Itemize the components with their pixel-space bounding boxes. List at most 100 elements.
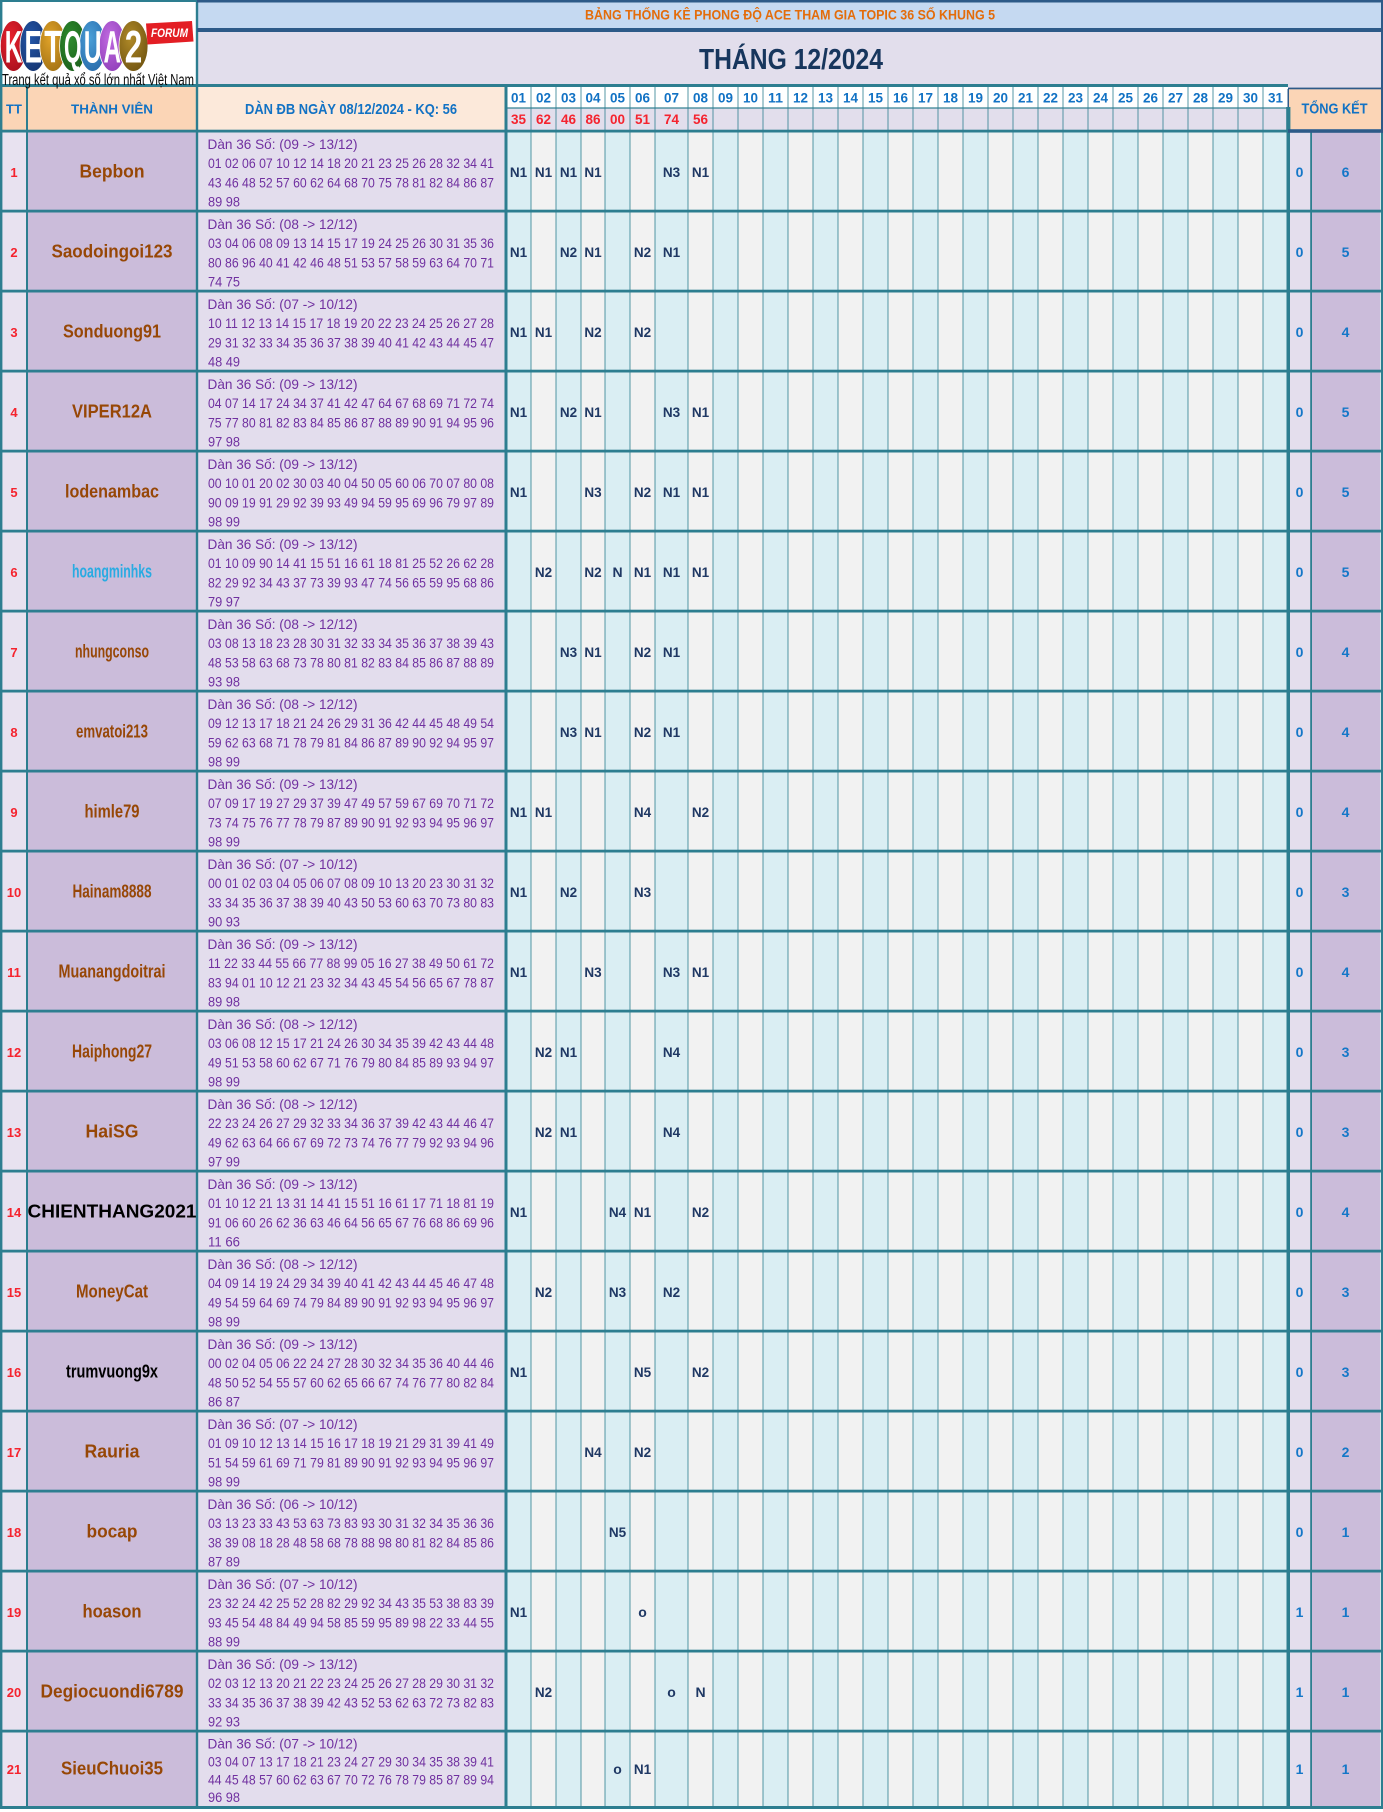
svg-text:N1: N1 — [692, 164, 709, 180]
svg-text:26: 26 — [1143, 91, 1158, 106]
svg-text:Dàn 36 Số: (09 -> 13/12): Dàn 36 Số: (09 -> 13/12) — [208, 136, 358, 152]
svg-text:1: 1 — [1342, 1524, 1350, 1540]
svg-text:Dàn 36 Số: (06 -> 10/12): Dàn 36 Số: (06 -> 10/12) — [208, 1496, 358, 1512]
svg-text:A: A — [104, 22, 122, 73]
svg-text:4: 4 — [1342, 964, 1350, 980]
svg-text:Dàn 36 Số: (08 -> 12/12): Dàn 36 Số: (08 -> 12/12) — [208, 216, 358, 232]
svg-text:74: 74 — [664, 112, 680, 127]
svg-text:0: 0 — [1296, 564, 1304, 580]
svg-text:N2: N2 — [634, 724, 651, 740]
svg-text:04 07 14 17 24 34 37 41 42 47: 04 07 14 17 24 34 37 41 42 47 64 67 68 6… — [208, 395, 494, 411]
svg-text:96 98: 96 98 — [208, 1789, 240, 1805]
svg-text:04: 04 — [586, 91, 601, 106]
svg-text:lodenambac: lodenambac — [65, 482, 159, 502]
svg-text:0: 0 — [1296, 164, 1304, 180]
svg-text:07: 07 — [664, 91, 679, 106]
svg-text:N5: N5 — [609, 1524, 626, 1540]
svg-text:MoneyCat: MoneyCat — [76, 1282, 148, 1302]
svg-text:N1: N1 — [535, 324, 552, 340]
svg-text:N4: N4 — [584, 1444, 601, 1460]
svg-text:18: 18 — [943, 91, 958, 106]
svg-text:00: 00 — [610, 112, 625, 127]
svg-text:Dàn 36 Số: (07 -> 10/12): Dàn 36 Số: (07 -> 10/12) — [208, 1576, 358, 1592]
svg-text:03: 03 — [561, 91, 576, 106]
svg-text:1: 1 — [1342, 1684, 1350, 1700]
svg-text:3: 3 — [1342, 884, 1350, 900]
svg-text:11: 11 — [768, 91, 784, 106]
svg-text:0: 0 — [1296, 244, 1304, 260]
svg-text:Dàn 36 Số: (07 -> 10/12): Dàn 36 Số: (07 -> 10/12) — [208, 1736, 358, 1752]
svg-text:62: 62 — [536, 112, 551, 127]
svg-text:17: 17 — [7, 1445, 21, 1460]
svg-text:emvatoi213: emvatoi213 — [76, 722, 148, 742]
svg-text:N1: N1 — [560, 1044, 577, 1060]
svg-text:16: 16 — [893, 91, 908, 106]
svg-text:4: 4 — [1342, 724, 1350, 740]
svg-text:24: 24 — [1093, 91, 1108, 106]
svg-text:Dàn 36 Số: (09 -> 13/12): Dàn 36 Số: (09 -> 13/12) — [208, 1656, 358, 1672]
svg-text:1: 1 — [10, 165, 17, 180]
svg-text:HaiSG: HaiSG — [86, 1122, 139, 1142]
svg-text:U: U — [84, 22, 102, 73]
svg-text:Muanangdoitrai: Muanangdoitrai — [59, 962, 166, 982]
svg-text:0: 0 — [1296, 484, 1304, 500]
svg-text:00 01 02 03 04 05 06 07 08 09: 00 01 02 03 04 05 06 07 08 09 10 13 20 2… — [208, 875, 494, 891]
svg-text:1: 1 — [1342, 1604, 1350, 1620]
svg-text:N1: N1 — [692, 964, 709, 980]
svg-text:N1: N1 — [510, 1604, 527, 1620]
svg-text:5: 5 — [1342, 484, 1350, 500]
svg-text:98 99: 98 99 — [208, 834, 240, 850]
svg-text:N1: N1 — [692, 484, 709, 500]
svg-text:93 98: 93 98 — [208, 674, 240, 690]
svg-text:09 12 13 17 18 21 24 26 29 31: 09 12 13 17 18 21 24 26 29 31 36 42 44 4… — [208, 715, 494, 731]
svg-text:Dàn 36 Số: (09 -> 13/12): Dàn 36 Số: (09 -> 13/12) — [208, 1336, 358, 1352]
svg-text:N1: N1 — [584, 244, 601, 260]
svg-text:8: 8 — [10, 725, 17, 740]
svg-text:N1: N1 — [510, 804, 527, 820]
svg-text:0: 0 — [1296, 1364, 1304, 1380]
svg-text:97 99: 97 99 — [208, 1154, 240, 1170]
svg-text:01 09 10 12 13 14 15 16 17 18: 01 09 10 12 13 14 15 16 17 18 19 21 29 3… — [208, 1435, 494, 1451]
svg-text:N4: N4 — [663, 1044, 680, 1060]
svg-text:14: 14 — [843, 91, 858, 106]
svg-text:90 09 19 91 29 92 39 93 49 94: 90 09 19 91 29 92 39 93 49 94 59 95 69 9… — [208, 494, 494, 510]
svg-text:N1: N1 — [692, 564, 709, 580]
svg-text:N1: N1 — [535, 804, 552, 820]
svg-text:98 99: 98 99 — [208, 1474, 240, 1490]
svg-text:03 04 07 13 17 18 21 23 24 27: 03 04 07 13 17 18 21 23 24 27 29 30 34 3… — [208, 1754, 494, 1770]
svg-text:bocap: bocap — [87, 1522, 138, 1542]
svg-text:Dàn 36 Số: (07 -> 10/12): Dàn 36 Số: (07 -> 10/12) — [208, 1416, 358, 1432]
svg-text:N1: N1 — [584, 164, 601, 180]
svg-text:89 98: 89 98 — [208, 994, 240, 1010]
svg-text:88 99: 88 99 — [208, 1634, 240, 1650]
svg-text:Dàn 36 Số: (08 -> 12/12): Dàn 36 Số: (08 -> 12/12) — [208, 1016, 358, 1032]
svg-text:03 04 06 08 09 13 14 15 17 19: 03 04 06 08 09 13 14 15 17 19 24 25 26 3… — [208, 235, 494, 251]
svg-text:N3: N3 — [609, 1284, 626, 1300]
svg-text:02: 02 — [536, 91, 551, 106]
svg-text:08: 08 — [693, 91, 708, 106]
svg-text:22 23 24 26 27 29 32 33 34 36: 22 23 24 26 27 29 32 33 34 36 37 39 42 4… — [208, 1115, 494, 1131]
svg-text:N2: N2 — [634, 644, 651, 660]
svg-text:90 93: 90 93 — [208, 914, 240, 930]
svg-text:N3: N3 — [663, 164, 680, 180]
svg-text:N1: N1 — [510, 964, 527, 980]
svg-text:09: 09 — [718, 91, 733, 106]
svg-text:N2: N2 — [692, 1364, 709, 1380]
svg-text:75 77 80 81 82 83 84 85 86 87: 75 77 80 81 82 83 84 85 86 87 88 89 90 9… — [208, 414, 494, 430]
svg-text:01 10 12 21 13 31 14 41 15 51: 01 10 12 21 13 31 14 41 15 51 16 61 17 7… — [208, 1195, 494, 1211]
svg-text:0: 0 — [1296, 884, 1304, 900]
svg-text:N2: N2 — [634, 244, 651, 260]
svg-text:46: 46 — [561, 112, 577, 127]
svg-text:0: 0 — [1296, 404, 1304, 420]
svg-text:98 99: 98 99 — [208, 754, 240, 770]
svg-text:19: 19 — [7, 1605, 21, 1620]
svg-text:Bepbon: Bepbon — [80, 162, 145, 182]
svg-text:49 54 59 64 69 74 79 84 89 90: 49 54 59 64 69 74 79 84 89 90 91 92 93 9… — [208, 1294, 494, 1310]
svg-text:Haiphong27: Haiphong27 — [72, 1042, 152, 1062]
svg-text:29: 29 — [1218, 91, 1233, 106]
svg-text:01 02 06 07 10 12 14 18 20 21: 01 02 06 07 10 12 14 18 20 21 23 25 26 2… — [208, 155, 494, 171]
svg-text:THÁNG 12/2024: THÁNG 12/2024 — [699, 42, 883, 76]
svg-text:11: 11 — [7, 965, 21, 980]
svg-text:13: 13 — [818, 91, 833, 106]
svg-text:N3: N3 — [663, 964, 680, 980]
